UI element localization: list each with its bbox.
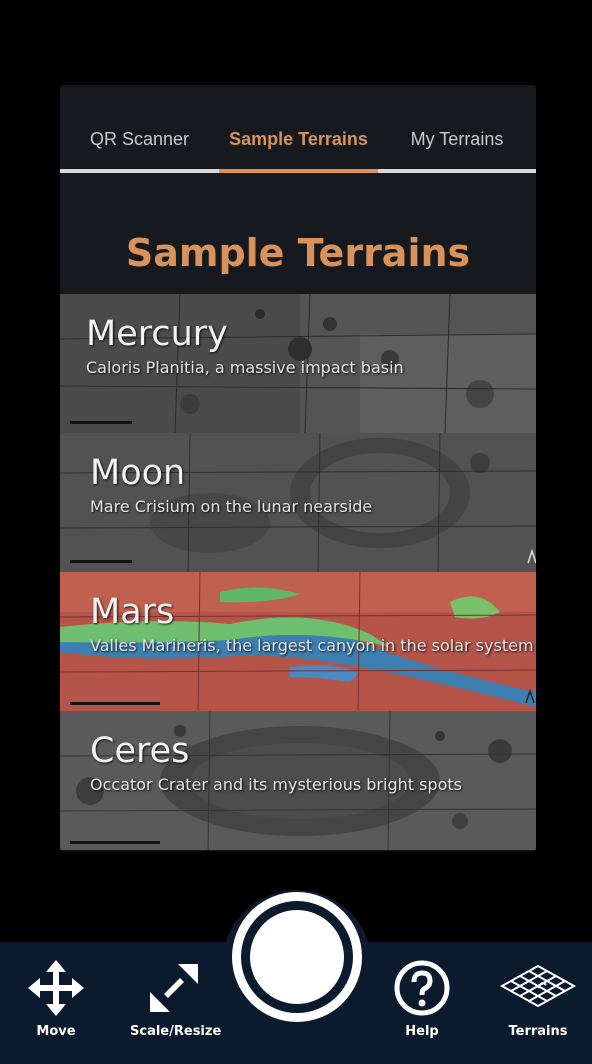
terrain-name: Moon [90,453,186,493]
scale-resize-label: Scale/Resize [130,1024,222,1039]
tab-active-indicator [219,169,378,173]
terrain-item-ceres[interactable]: Ceres Occator Crater and its mysterious … [60,711,536,850]
move-arrows-icon [28,960,84,1016]
terrain-name: Mars [90,592,175,632]
mercury-map-image [60,294,536,433]
tab-bar: QR Scanner Sample Terrains My Terrains [60,85,536,173]
terrain-item-moon[interactable]: Moon Mare Crisium on the lunar nearside [60,433,536,572]
terrains-label: Terrains [508,1024,568,1039]
scale-resize-button[interactable]: Scale/Resize [130,958,222,1039]
terrain-description: Caloris Planitia, a massive impact basin [86,358,404,377]
terrain-item-mercury[interactable]: Mercury Caloris Planitia, a massive impa… [60,294,536,433]
terrain-description: Valles Marineris, the largest canyon in … [90,636,534,655]
help-label: Help [405,1024,439,1039]
resize-diagonal-icon [150,964,198,1012]
move-button[interactable]: Move [22,958,90,1039]
tab-qr-scanner[interactable]: QR Scanner [89,129,190,149]
terrain-description: Mare Crisium on the lunar nearside [90,497,373,516]
terrain-description: Occator Crater and its mysterious bright… [90,775,462,794]
tab-sample-terrains[interactable]: Sample Terrains [229,129,368,149]
terrain-panel: QR Scanner Sample Terrains My Terrains S… [60,85,536,851]
mars-map-image [60,572,536,711]
terrain-name: Mercury [86,314,228,354]
capture-button[interactable] [250,910,344,1004]
panel-title: Sample Terrains [125,231,471,275]
terrain-item-mars[interactable]: Mars Valles Marineris, the largest canyo… [60,572,536,711]
terrains-button[interactable]: Terrains [496,958,580,1039]
help-question-icon [394,960,450,1016]
terrain-mesh-icon [499,964,577,1008]
help-button[interactable]: Help [388,958,456,1039]
terrain-name: Ceres [90,731,190,771]
tab-my-terrains[interactable]: My Terrains [410,129,504,149]
moon-map-image [60,433,536,572]
ceres-map-image [60,711,536,850]
move-label: Move [36,1024,76,1039]
